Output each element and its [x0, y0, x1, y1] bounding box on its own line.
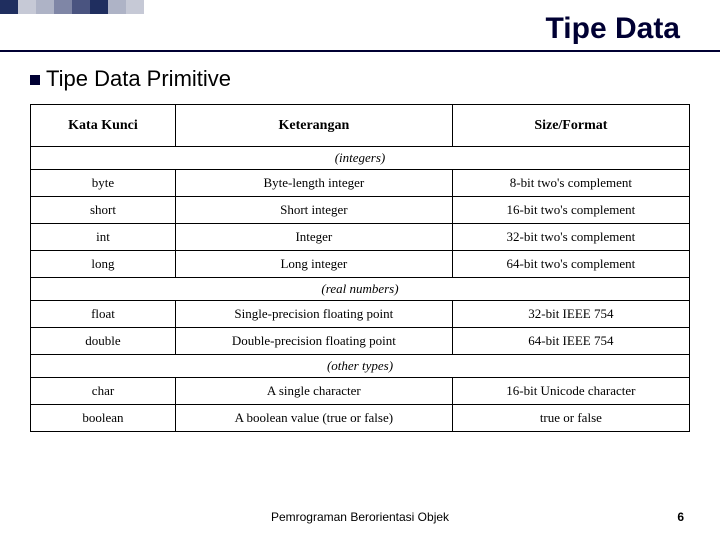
- table-group-row: (real numbers): [31, 278, 690, 301]
- table-cell: short: [31, 197, 176, 224]
- subtitle-text: Tipe Data Primitive: [46, 66, 231, 91]
- table-cell: A single character: [175, 378, 452, 405]
- bullet-icon: [30, 75, 40, 85]
- title-divider: [0, 50, 720, 52]
- table-cell: 64-bit IEEE 754: [452, 328, 689, 355]
- table-group-row: (integers): [31, 147, 690, 170]
- table-cell: 16-bit two's complement: [452, 197, 689, 224]
- table-cell: int: [31, 224, 176, 251]
- table-cell: A boolean value (true or false): [175, 405, 452, 432]
- table-group-label: (other types): [31, 355, 690, 378]
- deco-cell: [36, 0, 54, 14]
- table-cell: Integer: [175, 224, 452, 251]
- header-decoration: [0, 0, 144, 14]
- header-keyword: Kata Kunci: [31, 105, 176, 147]
- table-row: booleanA boolean value (true or false)tr…: [31, 405, 690, 432]
- table-cell: Single-precision floating point: [175, 301, 452, 328]
- table-row: charA single character16-bit Unicode cha…: [31, 378, 690, 405]
- table-row: doubleDouble-precision floating point64-…: [31, 328, 690, 355]
- deco-cell: [108, 0, 126, 14]
- deco-cell: [126, 0, 144, 14]
- table-group-row: (other types): [31, 355, 690, 378]
- table-cell: char: [31, 378, 176, 405]
- table-cell: Double-precision floating point: [175, 328, 452, 355]
- deco-cell: [18, 0, 36, 14]
- table-cell: true or false: [452, 405, 689, 432]
- deco-cell: [72, 0, 90, 14]
- table-row: floatSingle-precision floating point32-b…: [31, 301, 690, 328]
- table-body: (integers)byteByte-length integer8-bit t…: [31, 147, 690, 432]
- header-sizeformat: Size/Format: [452, 105, 689, 147]
- table-cell: Long integer: [175, 251, 452, 278]
- table-header-row: Kata Kunci Keterangan Size/Format: [31, 105, 690, 147]
- table-cell: 8-bit two's complement: [452, 170, 689, 197]
- page-number: 6: [677, 510, 684, 524]
- table-cell: float: [31, 301, 176, 328]
- table-row: intInteger32-bit two's complement: [31, 224, 690, 251]
- deco-cell: [0, 0, 18, 14]
- table-cell: byte: [31, 170, 176, 197]
- table-row: shortShort integer16-bit two's complemen…: [31, 197, 690, 224]
- table-cell: double: [31, 328, 176, 355]
- deco-cell: [90, 0, 108, 14]
- table-cell: long: [31, 251, 176, 278]
- deco-cell: [54, 0, 72, 14]
- table-cell: 64-bit two's complement: [452, 251, 689, 278]
- table-group-label: (real numbers): [31, 278, 690, 301]
- table-cell: 32-bit two's complement: [452, 224, 689, 251]
- table-row: byteByte-length integer8-bit two's compl…: [31, 170, 690, 197]
- table-cell: Byte-length integer: [175, 170, 452, 197]
- table-cell: 32-bit IEEE 754: [452, 301, 689, 328]
- table-row: longLong integer64-bit two's complement: [31, 251, 690, 278]
- table-cell: boolean: [31, 405, 176, 432]
- table-group-label: (integers): [31, 147, 690, 170]
- table-cell: Short integer: [175, 197, 452, 224]
- table-cell: 16-bit Unicode character: [452, 378, 689, 405]
- slide-subtitle: Tipe Data Primitive: [0, 66, 720, 92]
- header-description: Keterangan: [175, 105, 452, 147]
- footer-text: Pemrograman Berorientasi Objek: [0, 510, 720, 524]
- data-types-table: Kata Kunci Keterangan Size/Format (integ…: [30, 104, 690, 432]
